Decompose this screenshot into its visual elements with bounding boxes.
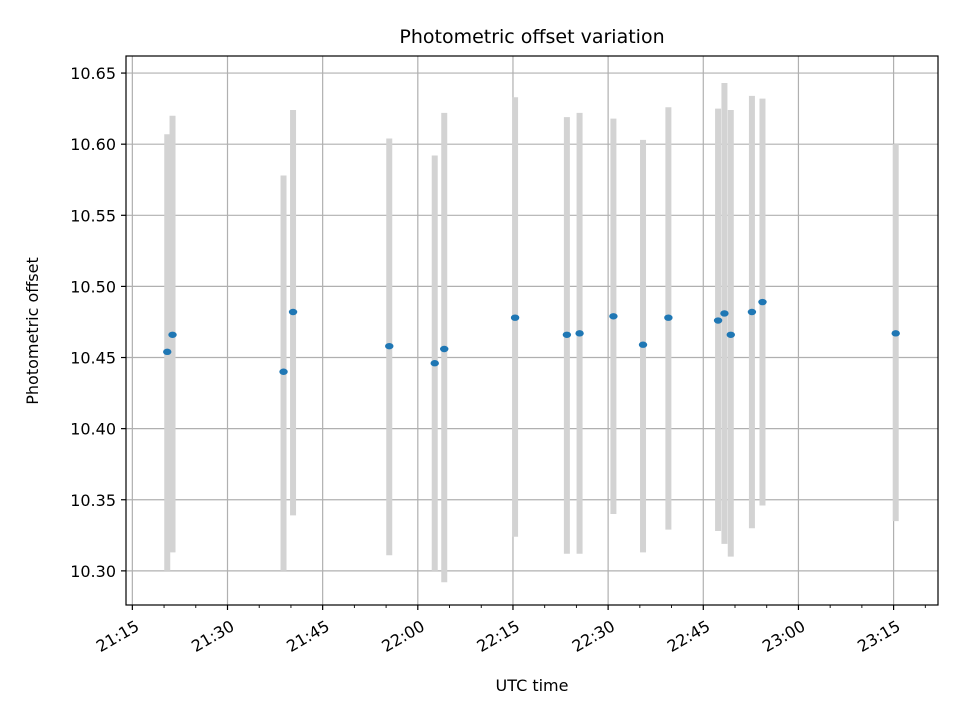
data-point — [664, 314, 673, 321]
data-point — [510, 314, 520, 321]
error-bars — [164, 83, 899, 583]
data-point — [575, 330, 584, 337]
data-point — [385, 342, 394, 350]
y-tick-label: 10.45 — [70, 349, 116, 368]
y-axis-label: Photometric offset — [23, 257, 42, 405]
plot-frame — [125, 55, 939, 606]
data-point — [562, 331, 572, 338]
data-point — [430, 360, 439, 367]
data-point — [168, 331, 177, 338]
x-tick-label: 22:30 — [569, 616, 618, 656]
x-tick-label: 22:45 — [664, 616, 713, 656]
y-tick-label: 10.65 — [70, 64, 116, 83]
x-axis-label: UTC time — [496, 676, 569, 695]
y-tick-label: 10.55 — [70, 206, 116, 225]
data-point — [720, 310, 729, 317]
x-tick-label: 21:15 — [93, 616, 142, 656]
y-tick-label: 10.35 — [70, 491, 116, 510]
data-point — [758, 298, 767, 306]
grid — [126, 56, 938, 605]
x-tick-label: 21:45 — [283, 616, 332, 656]
data-point — [726, 331, 735, 338]
chart-title: Photometric offset variation — [399, 26, 664, 48]
data-point — [288, 308, 298, 316]
data-point — [279, 368, 288, 375]
x-tick-label: 21:30 — [188, 616, 237, 656]
y-tick-label: 10.50 — [70, 277, 116, 296]
data-point — [609, 313, 618, 320]
y-tick-label: 10.40 — [70, 420, 116, 439]
data-points — [163, 298, 900, 375]
data-point — [713, 317, 723, 324]
y-axis-ticks: 10.30 10.35 10.40 10.45 10.50 10.55 10.60 10.65 — [70, 64, 126, 581]
data-point — [638, 341, 648, 348]
data-point — [163, 348, 172, 356]
x-tick-label: 23:00 — [759, 616, 808, 656]
data-point — [747, 308, 757, 316]
y-tick-label: 10.60 — [70, 135, 116, 154]
data-point — [891, 330, 900, 337]
x-tick-label: 22:15 — [474, 616, 523, 656]
x-tick-label: 22:00 — [378, 616, 427, 656]
data-point — [440, 345, 449, 353]
x-tick-label: 23:15 — [854, 616, 903, 656]
y-tick-label: 10.30 — [70, 562, 116, 581]
x-axis-ticks: 21:15 21:30 21:45 22:00 22:15 22:30 22:45 23:00… — [93, 605, 926, 656]
